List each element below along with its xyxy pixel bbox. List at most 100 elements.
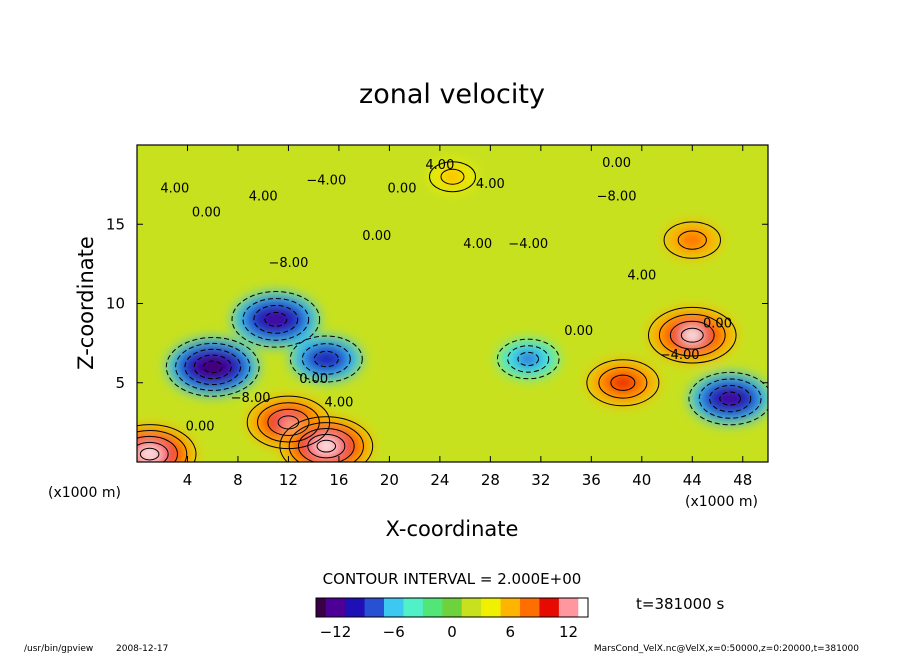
contour-ring-5 <box>301 343 351 375</box>
x-axis: 4 8 12 16 20 24 28 32 36 40 44 48 <box>183 145 752 489</box>
x-tick-label: 48 <box>733 471 752 489</box>
contour-ring-5 <box>289 335 363 383</box>
contour-ring-3 <box>165 337 260 397</box>
y-tick-label: 15 <box>106 215 125 233</box>
colorbar-segment <box>354 598 366 617</box>
contour-ring-2 <box>316 439 337 453</box>
field-blob-10 <box>719 392 741 406</box>
colorbar-segment <box>364 598 375 617</box>
contour-ring-3 <box>184 348 242 386</box>
colorbar-segment <box>452 598 463 617</box>
colorbar-segment <box>335 598 346 617</box>
colorbar-segment <box>461 598 472 617</box>
contour-ring-6 <box>517 351 539 367</box>
contour-ring-4 <box>264 311 288 327</box>
contour-label-11: 4.00 <box>627 269 656 284</box>
colorbar-segment <box>432 598 443 617</box>
contour-label-6: −8.00 <box>269 256 309 271</box>
x-tick-label: 32 <box>531 471 550 489</box>
contour-ring-0 <box>137 435 178 462</box>
field-blob-2 <box>317 440 336 453</box>
x-tick-label: 8 <box>233 471 243 489</box>
contour-label-4: 0.00 <box>388 182 417 197</box>
contour-ring-2 <box>297 428 355 462</box>
contour-label-19: 4.00 <box>425 158 454 173</box>
contour-lines <box>137 161 768 462</box>
x-tick-label: 40 <box>632 471 651 489</box>
contour-ring-6 <box>507 345 550 373</box>
colorbar-segment <box>529 598 540 617</box>
contour-ring-5 <box>313 350 339 368</box>
field-blob-0 <box>140 448 159 460</box>
colorbar-segment <box>500 598 511 617</box>
field-blob-11 <box>441 169 464 185</box>
time-label: t=381000 s <box>636 595 724 613</box>
contour-label-10: −8.00 <box>597 189 637 204</box>
contour-ring-8 <box>680 327 704 343</box>
contour-ring-2 <box>288 422 364 462</box>
contour-label-15: 0.00 <box>299 372 328 387</box>
contour-label-12: 0.00 <box>703 316 732 331</box>
footer-source: MarsCond_VelX.nc@VelX,x=0:50000,z=0:2000… <box>594 644 859 654</box>
contour-label-17: −8.00 <box>231 391 271 406</box>
colorbar-segment <box>393 598 404 617</box>
contour-ring-1 <box>267 408 310 436</box>
colorbar-segment <box>403 598 414 617</box>
contour-ring-2 <box>307 433 346 459</box>
x-tick-label: 24 <box>430 471 449 489</box>
field-blob-8 <box>681 328 704 343</box>
footer-date: 2008-12-17 <box>116 644 168 654</box>
contour-label-18: 0.00 <box>186 419 215 434</box>
x-tick-label: 20 <box>380 471 399 489</box>
colorbar-segment <box>558 598 570 617</box>
plot-area: 4.000.004.00−4.000.00 4.00−8.000.004.00 −4… <box>137 145 768 462</box>
contour-ring-8 <box>647 306 737 364</box>
colorbar-segment <box>413 598 424 617</box>
contour-ring-8 <box>669 320 715 350</box>
colorbar-segment <box>325 598 336 617</box>
colorbar-segment <box>549 598 560 617</box>
contour-ring-4 <box>231 291 321 348</box>
field-blob-4 <box>264 312 287 327</box>
x-tick-label: 28 <box>481 471 500 489</box>
x-tick-label: 4 <box>183 471 193 489</box>
colorbar-segment <box>510 598 521 617</box>
colorbar-tick-label: 0 <box>447 623 457 641</box>
contour-label-0: 4.00 <box>160 182 189 197</box>
x-tick-label: 44 <box>683 471 702 489</box>
contour-label-16: 4.00 <box>324 396 353 411</box>
contour-ring-7 <box>598 366 648 399</box>
contour-ring-2 <box>279 416 374 462</box>
field-blob-7 <box>610 375 635 391</box>
colorbar-segment <box>578 598 589 617</box>
y-axis: 5 10 15 <box>106 215 768 392</box>
y-tick-label: 10 <box>106 295 125 313</box>
contour-ring-9 <box>677 230 707 250</box>
colorbar-segment <box>539 598 550 617</box>
field-blob-9 <box>678 231 707 250</box>
colorbar-tick-label: 12 <box>559 623 578 641</box>
contour-ring-3 <box>202 360 223 374</box>
y-axis-title: Z-coordinate <box>74 236 98 370</box>
colorbar-segment <box>316 598 327 617</box>
colorbar-segment <box>442 598 453 617</box>
x-axis-title: X-coordinate <box>386 517 519 541</box>
contour-ring-8 <box>658 313 726 357</box>
contour-labels: 4.000.004.00−4.000.00 4.00−8.000.004.00 −4… <box>160 156 732 434</box>
contour-label-5: 4.00 <box>476 177 505 192</box>
field-blob-6 <box>517 352 539 366</box>
x-unit-left: (x1000 m) <box>48 485 121 501</box>
contour-ring-4 <box>242 298 310 341</box>
x-unit-right: (x1000 m) <box>685 494 758 510</box>
contour-ring-1 <box>257 402 320 443</box>
contour-ring-10 <box>719 391 741 406</box>
plot-background <box>137 145 768 462</box>
contour-label-9: −4.00 <box>508 237 548 252</box>
colorbar-segment <box>520 598 531 617</box>
contour-ring-6 <box>496 338 560 380</box>
contour-label-8: 4.00 <box>463 237 492 252</box>
contour-ring-4 <box>253 304 299 334</box>
contour-ring-0 <box>137 424 197 462</box>
contour-interval-label: CONTOUR INTERVAL = 2.000E+00 <box>323 570 582 588</box>
colorbar <box>316 598 589 617</box>
